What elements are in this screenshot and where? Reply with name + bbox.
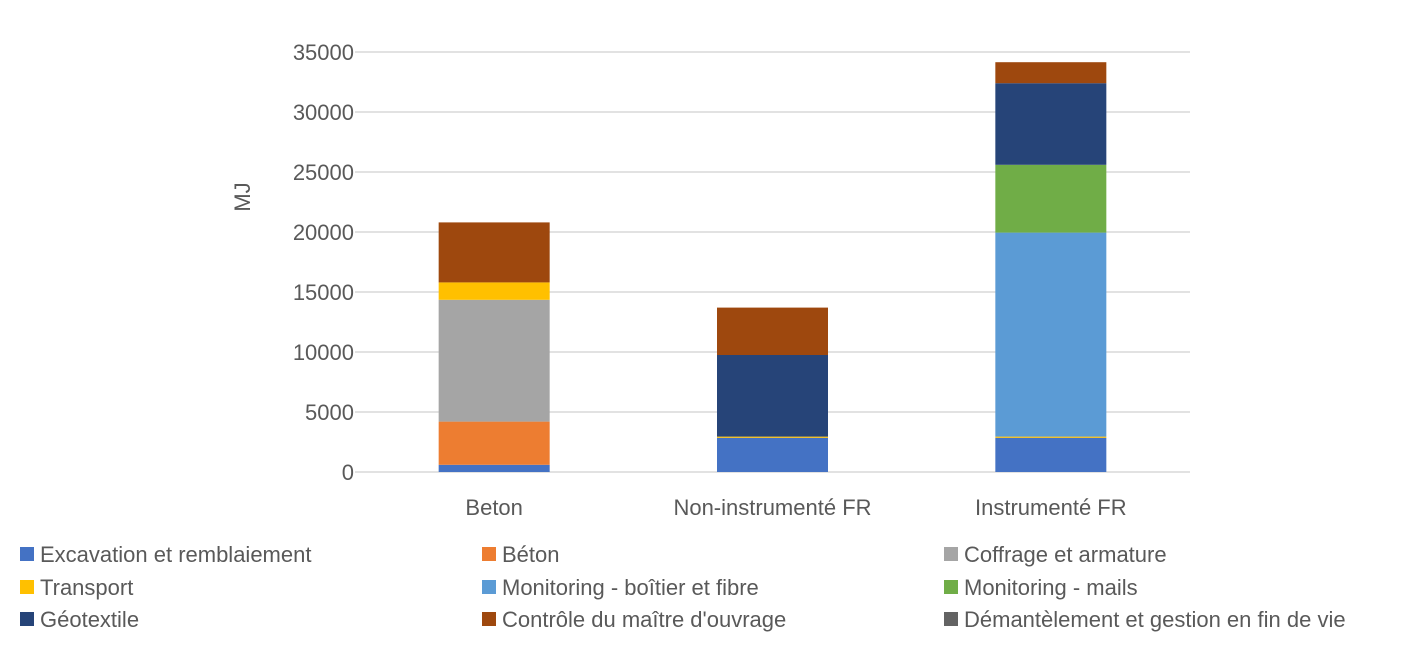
legend-label: Monitoring - boîtier et fibre: [502, 575, 759, 600]
legend-swatch: [20, 547, 34, 561]
bar-segment: [717, 307, 828, 355]
legend-swatch: [944, 547, 958, 561]
legend-item: Transport: [20, 575, 133, 600]
y-tick-label: 20000: [293, 220, 354, 245]
bar-segment: [717, 436, 828, 438]
y-tick-label: 5000: [305, 400, 354, 425]
legend-item: Coffrage et armature: [944, 542, 1167, 567]
legend-label: Transport: [40, 575, 133, 600]
bar-segment: [438, 222, 550, 283]
legend-label: Contrôle du maître d'ouvrage: [502, 607, 786, 632]
y-tick-label: 35000: [293, 40, 354, 65]
legend: Excavation et remblaiement Béton Coffrage …: [20, 542, 1346, 632]
legend-item: Monitoring - boîtier et fibre: [482, 575, 759, 600]
legend-swatch: [482, 547, 496, 561]
y-axis-title: MJ: [230, 182, 255, 211]
bar-segment: [995, 437, 1107, 472]
bar-segment: [995, 164, 1107, 233]
x-category-label: Instrumenté FR: [975, 495, 1127, 520]
legend-item: Contrôle du maître d'ouvrage: [482, 607, 786, 632]
legend-label: Excavation et remblaiement: [40, 542, 311, 567]
legend-swatch: [944, 580, 958, 594]
legend-label: Géotextile: [40, 607, 139, 632]
bars: [438, 62, 1107, 472]
bar-segment: [717, 437, 828, 472]
legend-item: Démantèlement et gestion en fin de vie: [944, 607, 1346, 632]
y-tick-label: 15000: [293, 280, 354, 305]
legend-item: Géotextile: [20, 607, 139, 632]
x-category-label: Beton: [465, 495, 523, 520]
y-tick-label: 25000: [293, 160, 354, 185]
bar-segment: [438, 421, 550, 465]
legend-label: Monitoring - mails: [964, 575, 1138, 600]
bar-segment: [995, 232, 1107, 437]
bar-segment: [438, 282, 550, 300]
legend-swatch: [20, 580, 34, 594]
legend-label: Démantèlement et gestion en fin de vie: [964, 607, 1346, 632]
legend-label: Coffrage et armature: [964, 542, 1167, 567]
legend-swatch: [20, 612, 34, 626]
legend-item: Excavation et remblaiement: [20, 542, 311, 567]
bar-segment: [438, 464, 550, 472]
legend-item: Béton: [482, 542, 560, 567]
category-labels: Beton Non-instrumenté FR Instrumenté FR: [465, 495, 1126, 520]
bar-segment: [995, 83, 1107, 165]
legend-swatch: [482, 612, 496, 626]
y-tick-label: 10000: [293, 340, 354, 365]
bar-segment: [438, 299, 550, 422]
bar-segment: [995, 62, 1107, 84]
legend-swatch: [482, 580, 496, 594]
legend-item: Monitoring - mails: [944, 575, 1138, 600]
bar-segment: [717, 355, 828, 437]
y-tick-label: 30000: [293, 100, 354, 125]
legend-label: Béton: [502, 542, 560, 567]
y-tick-label: 0: [342, 460, 354, 485]
legend-swatch: [944, 612, 958, 626]
bar-segment: [995, 436, 1107, 438]
y-axis-ticks: 0 5000 10000 15000 20000 25000 30000 35000: [293, 40, 354, 485]
x-category-label: Non-instrumenté FR: [673, 495, 871, 520]
